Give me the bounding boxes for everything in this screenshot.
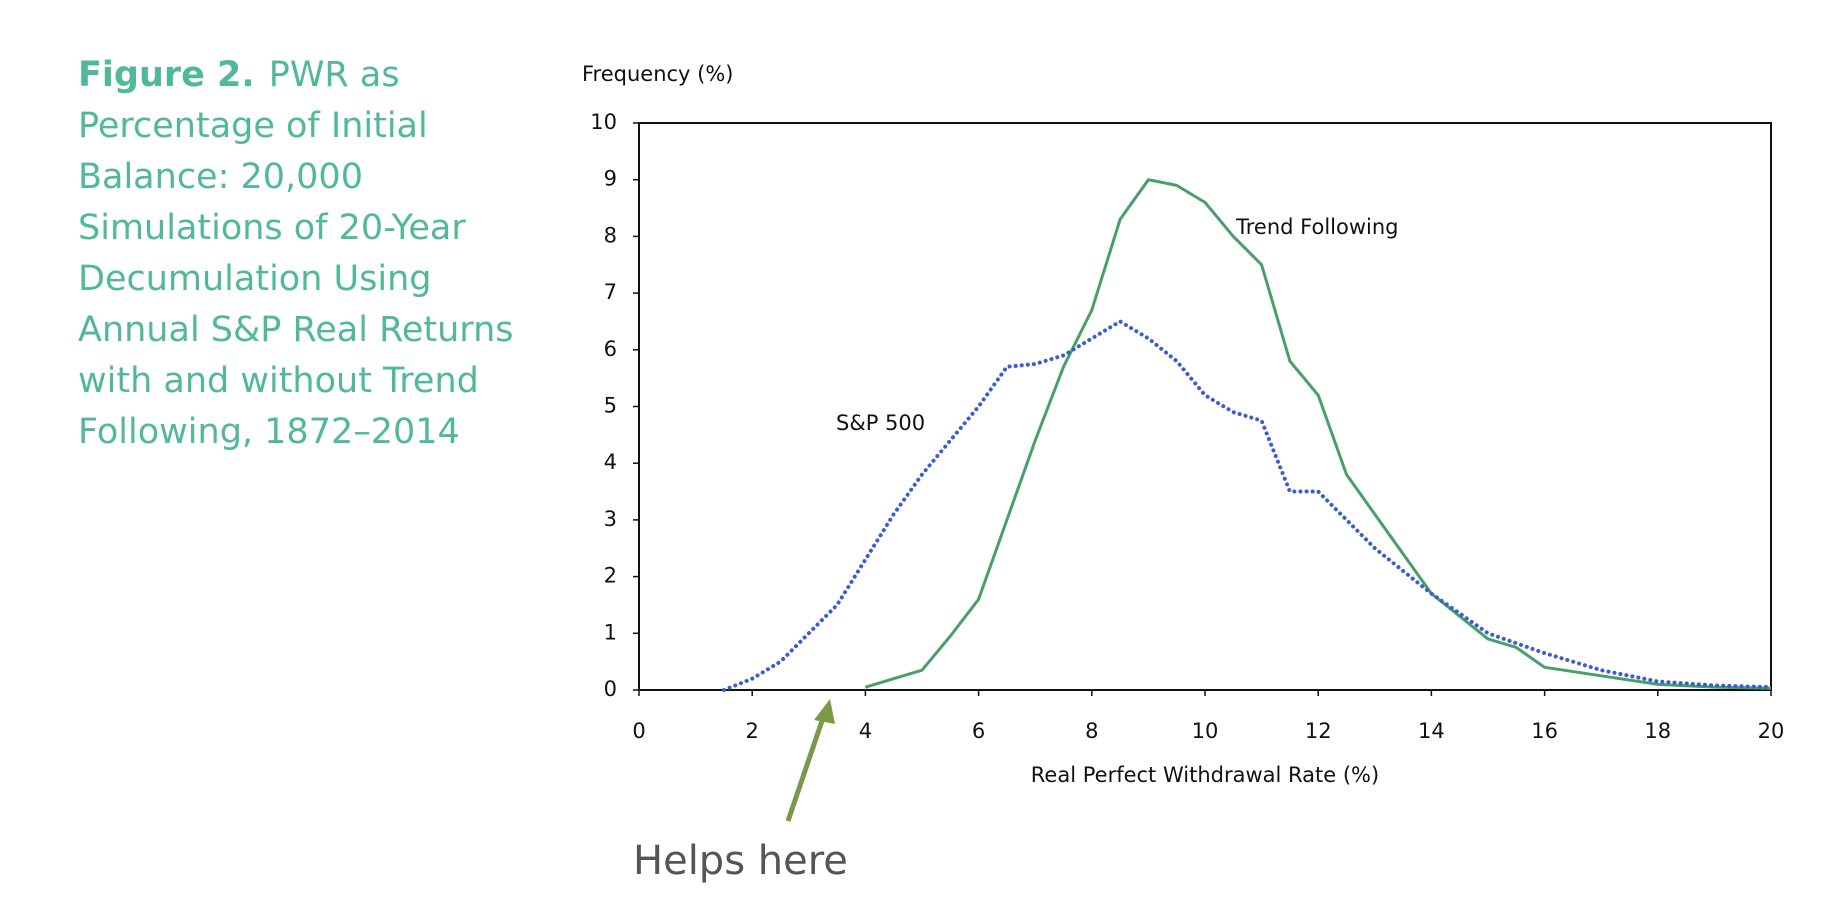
y-tick-label: 4 bbox=[604, 450, 617, 474]
y-tick-label: 1 bbox=[604, 620, 617, 644]
x-tick-label: 4 bbox=[859, 719, 872, 743]
y-tick-label: 9 bbox=[604, 167, 617, 191]
x-tick-label: 12 bbox=[1305, 719, 1332, 743]
plot-frame bbox=[638, 122, 1772, 691]
annotation: Helps here bbox=[633, 838, 848, 884]
y-tick-label: 3 bbox=[604, 507, 617, 531]
y-tick-label: 2 bbox=[604, 564, 617, 588]
y-tick-label: 8 bbox=[604, 223, 617, 247]
y-tick-label: 0 bbox=[604, 677, 617, 701]
y-tick-label: 5 bbox=[604, 394, 617, 418]
x-tick-label: 0 bbox=[632, 719, 645, 743]
y-tick-label: 6 bbox=[604, 337, 617, 361]
series-label: Trend Following bbox=[1235, 215, 1399, 239]
x-axis-title: Real Perfect Withdrawal Rate (%) bbox=[1031, 763, 1379, 787]
arrow-shaft bbox=[785, 711, 828, 822]
series-label: S&P 500 bbox=[836, 411, 925, 435]
figure-label: Figure 2. bbox=[78, 55, 255, 95]
x-tick-label: 2 bbox=[746, 719, 759, 743]
y-tick-label: 10 bbox=[590, 110, 617, 134]
x-tick-label: 10 bbox=[1192, 719, 1219, 743]
x-tick-label: 6 bbox=[972, 719, 985, 743]
caption: Figure 2. PWR as Percentage of Initial Ba… bbox=[78, 50, 533, 458]
y-tick-label: 7 bbox=[604, 280, 617, 304]
x-tick-label: 20 bbox=[1758, 719, 1785, 743]
series-line bbox=[864, 178, 1772, 690]
x-tick-label: 16 bbox=[1531, 719, 1558, 743]
x-tick-label: 18 bbox=[1644, 719, 1671, 743]
x-tick-label: 14 bbox=[1418, 719, 1445, 743]
y-axis-title: Frequency (%) bbox=[582, 62, 734, 86]
chart-title: PWR as Percentage of Initial Balance: 20… bbox=[78, 55, 514, 452]
arrow-head bbox=[814, 699, 835, 724]
x-tick-label: 8 bbox=[1085, 719, 1098, 743]
series-line bbox=[721, 319, 1773, 692]
